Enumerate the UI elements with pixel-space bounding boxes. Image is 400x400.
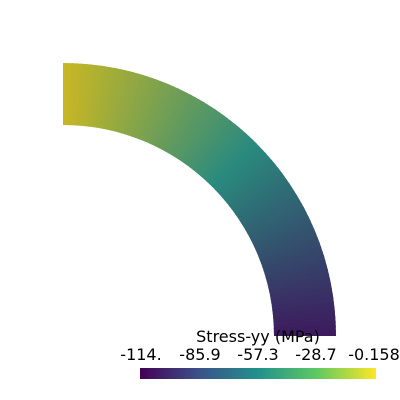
field-segment: [266, 273, 333, 294]
field-segment: [191, 118, 237, 175]
field-segment: [268, 287, 335, 305]
field-segment: [215, 147, 269, 197]
field-segment: [264, 263, 331, 287]
field-segment: [196, 124, 245, 179]
field-segment: [248, 210, 311, 246]
field-segment: [252, 218, 315, 252]
field-segment: [220, 154, 275, 203]
field-segment: [173, 102, 214, 162]
field-segment: [157, 90, 194, 152]
field-segment: [160, 92, 198, 154]
field-segment: [153, 88, 189, 151]
field-segment: [227, 165, 284, 211]
scalar-bar-tick-label: -85.9: [179, 345, 221, 364]
scalar-bar-tick-label: -0.158: [348, 345, 400, 364]
field-segment: [166, 97, 206, 158]
scalar-bar-tick-label: -28.7: [295, 345, 337, 364]
field-segment: [231, 173, 289, 217]
field-segment: [179, 107, 222, 166]
scalar-bar-title: Stress-yy (MPa): [196, 327, 320, 346]
field-segment: [259, 240, 324, 269]
field-segment: [188, 115, 234, 172]
field-segment: [193, 121, 241, 177]
field-segment: [199, 127, 248, 182]
field-segment: [271, 330, 336, 336]
field-segment: [229, 169, 287, 214]
field-segment: [204, 134, 255, 187]
field-segment: [250, 214, 313, 249]
field-segment: [210, 140, 262, 192]
field-segment: [245, 201, 307, 239]
field-segment: [265, 268, 332, 290]
field-segment: [233, 177, 292, 220]
field-segment: [176, 104, 218, 164]
field-segment: [257, 236, 322, 266]
field-segment: [222, 158, 278, 206]
field-segment: [267, 277, 334, 297]
scalar-bar-colorbar: [140, 368, 376, 379]
field-segment: [182, 110, 226, 168]
field-segment: [239, 189, 300, 230]
field-segment: [260, 245, 325, 273]
field-segment: [247, 205, 309, 242]
field-segment: [263, 259, 329, 283]
quarter-annulus-field: [63, 63, 336, 336]
field-segment: [224, 162, 281, 208]
field-segment: [202, 130, 252, 184]
field-segment: [212, 144, 265, 195]
field-segment: [241, 193, 302, 233]
field-segment: [261, 249, 327, 276]
field-segment: [255, 227, 319, 259]
field-segment: [217, 151, 272, 200]
field-segment: [185, 112, 230, 170]
scalar-bar-tick-label: -114.: [120, 345, 162, 364]
field-segment: [169, 99, 210, 160]
field-segment: [243, 197, 305, 236]
field-segment: [237, 185, 297, 226]
field-segment: [268, 282, 335, 301]
field-segment: [235, 181, 295, 223]
scalar-bar-tick-label: -57.3: [237, 345, 279, 364]
field-segment: [262, 254, 328, 280]
field-segment: [207, 137, 259, 189]
field-segment: [253, 223, 317, 256]
field-segment: [163, 94, 202, 156]
field-segment: [256, 231, 321, 262]
